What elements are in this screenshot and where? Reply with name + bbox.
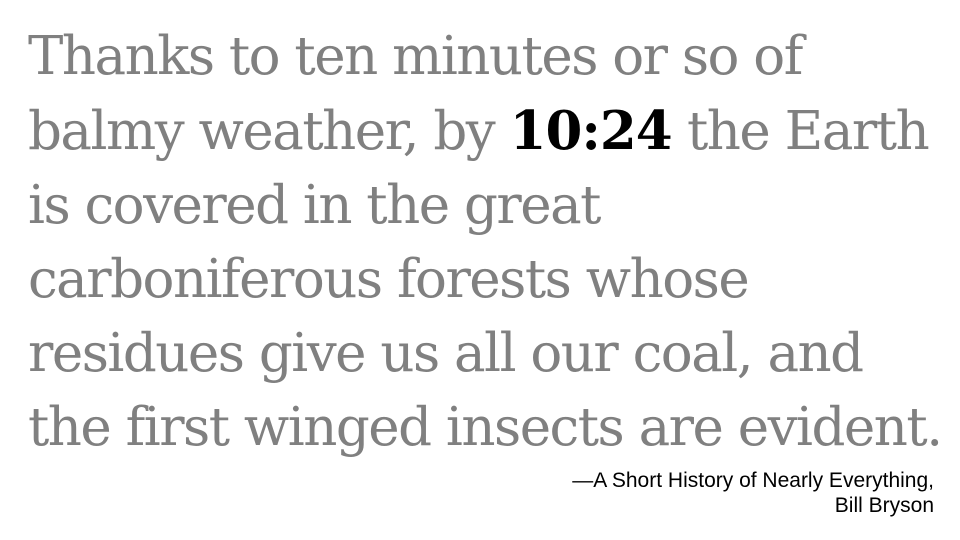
- quote-text: Thanks to ten minutes or so of balmy wea…: [28, 20, 948, 465]
- attribution-title: —A Short History of Nearly Everything,: [572, 469, 934, 492]
- quote-after: the Earth is covered in the great carbon…: [28, 101, 943, 458]
- attribution: —A Short History of Nearly Everything, B…: [572, 468, 934, 518]
- attribution-author: Bill Bryson: [834, 494, 934, 517]
- quote-before: Thanks to ten minutes or so of balmy wea…: [28, 26, 803, 162]
- quote-time: 10:24: [509, 100, 673, 162]
